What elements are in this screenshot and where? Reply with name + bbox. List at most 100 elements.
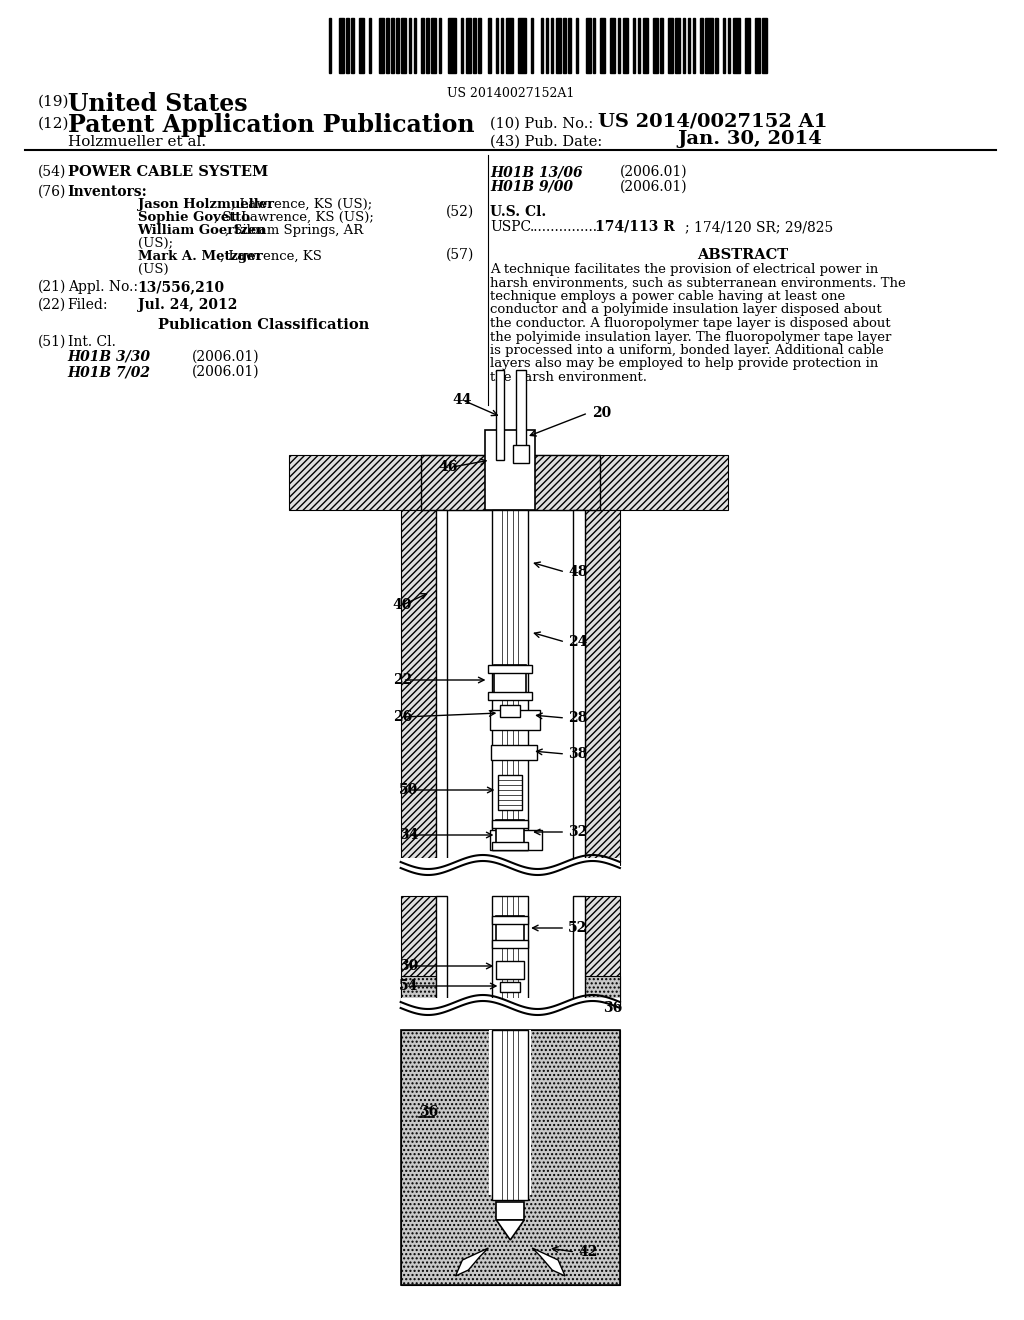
Bar xyxy=(449,18,456,73)
Bar xyxy=(466,18,471,73)
Text: Sophie Govetto: Sophie Govetto xyxy=(137,211,250,224)
Bar xyxy=(421,455,600,510)
Bar xyxy=(575,18,578,73)
Bar xyxy=(431,18,436,73)
Bar xyxy=(585,975,620,1005)
Text: (76): (76) xyxy=(38,185,67,199)
Text: Jan. 30, 2014: Jan. 30, 2014 xyxy=(678,129,822,148)
Text: ................: ................ xyxy=(530,220,598,234)
Bar xyxy=(633,18,635,73)
Bar xyxy=(421,18,424,73)
Text: 34: 34 xyxy=(398,828,418,842)
Bar xyxy=(755,18,760,73)
Text: 20: 20 xyxy=(592,407,611,420)
Text: 42: 42 xyxy=(578,1245,597,1259)
Bar xyxy=(435,896,447,1005)
Bar xyxy=(506,18,513,73)
Text: technique employs a power cable having at least one: technique employs a power cable having a… xyxy=(490,290,846,304)
Text: 28: 28 xyxy=(568,711,588,725)
Bar xyxy=(473,18,476,73)
Text: United States: United States xyxy=(68,92,248,116)
Text: Filed:: Filed: xyxy=(68,298,109,312)
Text: (10) Pub. No.:: (10) Pub. No.: xyxy=(490,117,594,131)
Text: (57): (57) xyxy=(445,248,474,261)
Bar xyxy=(668,18,673,73)
Text: Jul. 24, 2012: Jul. 24, 2012 xyxy=(137,298,237,312)
Bar xyxy=(339,18,344,73)
Bar xyxy=(551,18,553,73)
Bar xyxy=(497,370,504,459)
Bar xyxy=(493,940,528,948)
Bar xyxy=(727,18,730,73)
Bar xyxy=(489,1030,531,1195)
Text: H01B 7/02: H01B 7/02 xyxy=(68,366,151,379)
Text: 174/113 R: 174/113 R xyxy=(595,220,675,234)
Text: (19): (19) xyxy=(38,95,70,110)
Text: the polyimide insulation layer. The fluoropolymer tape layer: the polyimide insulation layer. The fluo… xyxy=(490,330,892,343)
Text: 40: 40 xyxy=(392,598,412,612)
Bar xyxy=(497,916,524,948)
Text: Jason Holzmueller: Jason Holzmueller xyxy=(137,198,273,211)
Bar xyxy=(414,18,416,73)
Text: is processed into a uniform, bonded layer. Additional cable: is processed into a uniform, bonded laye… xyxy=(490,345,884,356)
Text: 26: 26 xyxy=(392,710,412,723)
Bar xyxy=(493,820,528,828)
Bar xyxy=(568,18,570,73)
Text: H01B 13/06: H01B 13/06 xyxy=(490,165,583,180)
Bar xyxy=(488,665,532,673)
Bar xyxy=(617,18,621,73)
Text: Mark A. Metzger: Mark A. Metzger xyxy=(137,249,262,263)
Bar xyxy=(351,18,354,73)
Bar xyxy=(643,18,648,73)
Bar xyxy=(660,18,663,73)
Text: (54): (54) xyxy=(38,165,67,180)
Text: (52): (52) xyxy=(445,205,474,219)
Bar xyxy=(600,18,605,73)
Bar xyxy=(593,18,596,73)
Bar xyxy=(715,18,718,73)
Bar xyxy=(501,18,504,73)
Text: 54: 54 xyxy=(398,979,418,993)
Bar xyxy=(391,18,393,73)
Polygon shape xyxy=(497,1220,524,1239)
Text: (2006.01): (2006.01) xyxy=(193,350,260,364)
Bar xyxy=(400,975,435,1005)
Bar xyxy=(683,18,685,73)
Bar xyxy=(573,510,585,865)
Bar xyxy=(409,18,411,73)
Bar xyxy=(495,665,526,700)
Text: 36: 36 xyxy=(603,1001,623,1015)
Bar xyxy=(396,18,398,73)
Bar xyxy=(745,18,750,73)
Text: (21): (21) xyxy=(38,280,67,294)
Bar xyxy=(497,961,524,979)
Bar xyxy=(493,896,528,1005)
Text: (51): (51) xyxy=(38,335,67,348)
Text: layers also may be employed to help provide protection in: layers also may be employed to help prov… xyxy=(490,358,879,371)
Text: , St Lawrence, KS (US);: , St Lawrence, KS (US); xyxy=(214,211,374,224)
Bar xyxy=(426,18,429,73)
Bar xyxy=(530,18,534,73)
Bar xyxy=(488,692,532,700)
Bar xyxy=(763,18,767,73)
Text: William Goertzen: William Goertzen xyxy=(137,224,266,238)
Text: 52: 52 xyxy=(568,921,588,935)
Text: A technique facilitates the provision of electrical power in: A technique facilitates the provision of… xyxy=(490,263,879,276)
Text: (22): (22) xyxy=(38,298,67,312)
Bar xyxy=(496,18,499,73)
Text: H01B 3/30: H01B 3/30 xyxy=(68,350,151,364)
Polygon shape xyxy=(532,1247,565,1276)
Bar xyxy=(501,705,520,717)
Bar xyxy=(346,18,349,73)
Text: Holzmueller et al.: Holzmueller et al. xyxy=(68,135,206,149)
Text: conductor and a polyimide insulation layer disposed about: conductor and a polyimide insulation lay… xyxy=(490,304,882,317)
Text: POWER CABLE SYSTEM: POWER CABLE SYSTEM xyxy=(68,165,268,180)
Bar xyxy=(586,18,591,73)
Bar xyxy=(688,18,690,73)
Bar xyxy=(438,18,441,73)
Bar xyxy=(478,18,481,73)
Bar xyxy=(563,18,565,73)
Text: harsh environments, such as subterranean environments. The: harsh environments, such as subterranean… xyxy=(490,276,906,289)
Text: 44: 44 xyxy=(453,393,472,407)
Text: U.S. Cl.: U.S. Cl. xyxy=(490,205,547,219)
